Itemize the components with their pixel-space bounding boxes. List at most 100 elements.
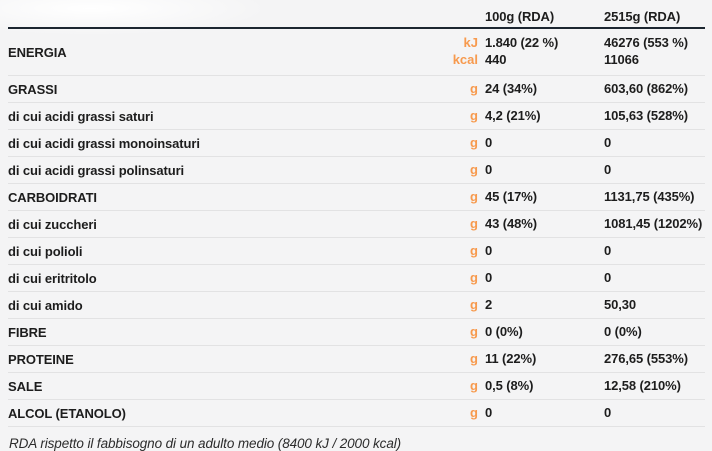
unit-label: g [470, 269, 478, 285]
nutrient-row: di cui polioli g 0 0 [8, 238, 705, 265]
value-100g: 11 (22%) [485, 350, 537, 366]
unit-label: g [470, 161, 478, 177]
unit-label: g [470, 188, 478, 204]
nutrient-row: SALE g 0,5 (8%) 12,58 (210%) [8, 373, 705, 400]
row-values: g 0,5 (8%) 12,58 (210%) [434, 376, 705, 397]
value-100g: 1.840 (22 %) [485, 35, 559, 51]
value-2515g: 12,58 (210%) [604, 377, 681, 393]
value-2515g: 276,65 (553%) [604, 350, 688, 366]
row-values: kJ 1.840 (22 %) 46276 (553 %) kcal 440 11066 [434, 33, 705, 71]
value-2515g: 0 (0%) [604, 323, 642, 339]
unit-label: kJ [463, 35, 478, 51]
value-line: g 43 (48%) 1081,45 (1202%) [434, 215, 705, 232]
unit-label: g [470, 242, 478, 258]
nutrient-row: ALCOL (ETANOLO) g 0 0 [8, 400, 705, 427]
value-2515g: 0 [604, 404, 612, 420]
unit-label: g [470, 404, 478, 420]
value-2515g: 0 [604, 161, 612, 177]
value-2515g: 0 [604, 269, 612, 285]
unit-label: g [470, 350, 478, 366]
value-2515g: 1131,75 (435%) [604, 188, 695, 204]
row-values: g 24 (34%) 603,60 (862%) [434, 79, 705, 100]
value-100g: 0 [485, 242, 493, 258]
row-label-section: PROTEINE [8, 351, 74, 367]
row-label-section: SALE [8, 378, 43, 394]
unit-label: kcal [452, 52, 478, 67]
nutrient-row: PROTEINE g 11 (22%) 276,65 (553%) [8, 346, 705, 373]
unit-label: g [470, 134, 478, 150]
row-label-sub: di cui eritritolo [8, 270, 97, 286]
value-100g: 0,5 (8%) [485, 377, 534, 393]
value-100g: 440 [485, 52, 507, 67]
row-label-section: FIBRE [8, 324, 47, 340]
row-label-sub: di cui acidi grassi monoinsaturi [8, 135, 200, 151]
row-label-sub: di cui amido [8, 297, 83, 313]
row-values: g 4,2 (21%) 105,63 (528%) [434, 106, 705, 127]
row-values: g 2 50,30 [434, 295, 705, 316]
value-100g: 0 (0%) [485, 323, 523, 339]
nutrient-row: di cui eritritolo g 0 0 [8, 265, 705, 292]
header-unit-spacer [434, 9, 478, 24]
unit-label: g [470, 377, 478, 393]
nutrient-row: di cui zuccheri g 43 (48%) 1081,45 (1202%) [8, 211, 705, 238]
value-100g: 4,2 (21%) [485, 107, 541, 123]
value-2515g: 46276 (553 %) [604, 35, 688, 51]
row-label-sub: di cui zuccheri [8, 216, 97, 232]
row-values: g 0 (0%) 0 (0%) [434, 322, 705, 343]
unit-label: g [470, 107, 478, 123]
row-label-sub: di cui acidi grassi saturi [8, 108, 154, 124]
value-100g: 0 [485, 404, 493, 420]
value-line: g 4,2 (21%) 105,63 (528%) [434, 107, 705, 124]
unit-label: g [470, 296, 478, 312]
nutrient-row: di cui acidi grassi saturi g 4,2 (21%) 105,… [8, 103, 705, 130]
footer-note: RDA rispetto il fabbisogno di un adulto … [9, 436, 402, 451]
value-2515g: 0 [604, 134, 612, 150]
value-100g: 0 [485, 161, 493, 177]
header-columns: 100g (RDA) 2515g (RDA) [434, 9, 705, 24]
row-label-sub: di cui acidi grassi polinsaturi [8, 162, 185, 178]
value-line: g 0 (0%) 0 (0%) [434, 323, 705, 340]
row-label-section: ALCOL (ETANOLO) [8, 405, 126, 421]
nutrient-row: ENERGIA kJ 1.840 (22 %) 46276 (553 %) kcal 44… [8, 29, 705, 76]
row-values: g 43 (48%) 1081,45 (1202%) [434, 214, 705, 235]
value-2515g: 1081,45 (1202%) [604, 215, 703, 231]
table-header-row: 100g (RDA) 2515g (RDA) [8, 0, 705, 29]
value-line: g 0,5 (8%) 12,58 (210%) [434, 377, 705, 394]
table-body: ENERGIA kJ 1.840 (22 %) 46276 (553 %) kcal 44… [8, 29, 705, 427]
value-line: g 45 (17%) 1131,75 (435%) [434, 188, 705, 205]
value-100g: 45 (17%) [485, 188, 537, 204]
unit-label: g [470, 80, 478, 96]
value-100g: 0 [485, 269, 493, 285]
nutrient-row: CARBOIDRATI g 45 (17%) 1131,75 (435%) [8, 184, 705, 211]
row-label-section: GRASSI [8, 81, 58, 97]
row-label-sub: di cui polioli [8, 243, 83, 259]
nutrient-row: FIBRE g 0 (0%) 0 (0%) [8, 319, 705, 346]
value-100g: 24 (34%) [485, 80, 537, 96]
value-line: g 11 (22%) 276,65 (553%) [434, 350, 705, 367]
nutrient-row: GRASSI g 24 (34%) 603,60 (862%) [8, 76, 705, 103]
value-line: kcal 440 11066 [434, 52, 705, 68]
value-2515g: 50,30 [604, 296, 637, 312]
value-line: g 2 50,30 [434, 296, 705, 313]
value-line: g 24 (34%) 603,60 (862%) [434, 80, 705, 97]
value-2515g: 105,63 (528%) [604, 107, 688, 123]
unit-label: g [470, 215, 478, 231]
nutrient-row: di cui acidi grassi monoinsaturi g 0 0 [8, 130, 705, 157]
header-col-100g: 100g (RDA) [485, 9, 555, 24]
header-col-2515g: 2515g (RDA) [604, 9, 681, 24]
row-values: g 11 (22%) 276,65 (553%) [434, 349, 705, 370]
row-values: g 45 (17%) 1131,75 (435%) [434, 187, 705, 208]
value-2515g: 603,60 (862%) [604, 80, 688, 96]
value-100g: 43 (48%) [485, 215, 537, 231]
value-100g: 0 [485, 134, 493, 150]
unit-label: g [470, 323, 478, 339]
